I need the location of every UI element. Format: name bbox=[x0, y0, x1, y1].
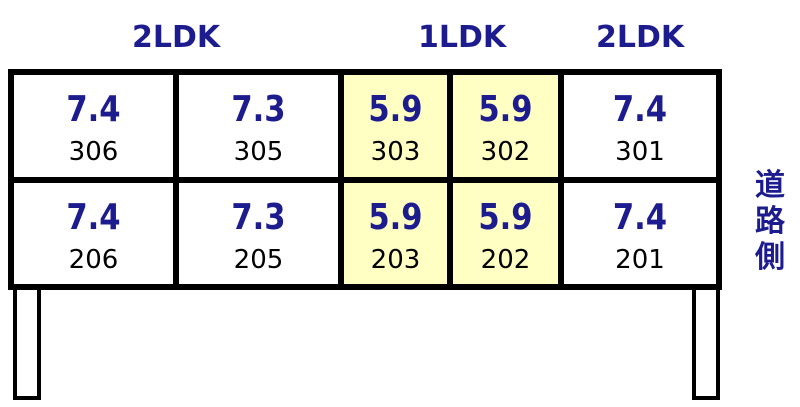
unit-206: 7.4 206 bbox=[14, 182, 173, 284]
unit-301: 7.4 301 bbox=[564, 75, 716, 177]
unit-size: 5.9 bbox=[478, 196, 533, 238]
unit-number: 301 bbox=[615, 137, 665, 167]
unit-306: 7.4 306 bbox=[14, 75, 173, 177]
unit-size: 7.3 bbox=[231, 89, 286, 130]
unit-201: 7.4 201 bbox=[564, 182, 716, 284]
unit-size: 7.3 bbox=[231, 196, 286, 238]
unit-number: 303 bbox=[370, 137, 421, 167]
unit-205: 7.3 205 bbox=[179, 182, 338, 284]
unit-302: 5.9 302 bbox=[453, 75, 558, 177]
pillar-right bbox=[692, 290, 720, 400]
unit-size: 7.4 bbox=[66, 196, 121, 238]
pillar-left bbox=[13, 290, 41, 400]
type-label-2ldk-right: 2LDK bbox=[596, 20, 685, 55]
unit-size: 7.4 bbox=[66, 89, 121, 130]
road-side-label: 道路側 bbox=[755, 168, 785, 275]
unit-202: 5.9 202 bbox=[453, 182, 558, 284]
type-label-2ldk-left: 2LDK bbox=[132, 20, 221, 55]
type-label-1ldk: 1LDK bbox=[418, 20, 507, 55]
unit-number: 202 bbox=[480, 244, 531, 275]
unit-size: 5.9 bbox=[478, 89, 533, 130]
unit-203: 5.9 203 bbox=[344, 182, 447, 284]
unit-number: 201 bbox=[615, 244, 665, 275]
unit-size: 5.9 bbox=[368, 89, 423, 130]
unit-number: 306 bbox=[68, 137, 119, 167]
unit-number: 206 bbox=[68, 244, 119, 275]
unit-size: 5.9 bbox=[368, 196, 423, 238]
unit-number: 205 bbox=[233, 244, 284, 275]
unit-size: 7.4 bbox=[612, 89, 668, 130]
building-floor-grid: 7.4 306 7.3 305 5.9 303 5.9 302 7.4 301 7.4 20… bbox=[8, 69, 722, 290]
unit-number: 302 bbox=[480, 137, 531, 167]
unit-303: 5.9 303 bbox=[344, 75, 447, 177]
unit-number: 203 bbox=[370, 244, 421, 275]
unit-size: 7.4 bbox=[612, 196, 668, 238]
unit-number: 305 bbox=[233, 137, 284, 167]
unit-305: 7.3 305 bbox=[179, 75, 338, 177]
